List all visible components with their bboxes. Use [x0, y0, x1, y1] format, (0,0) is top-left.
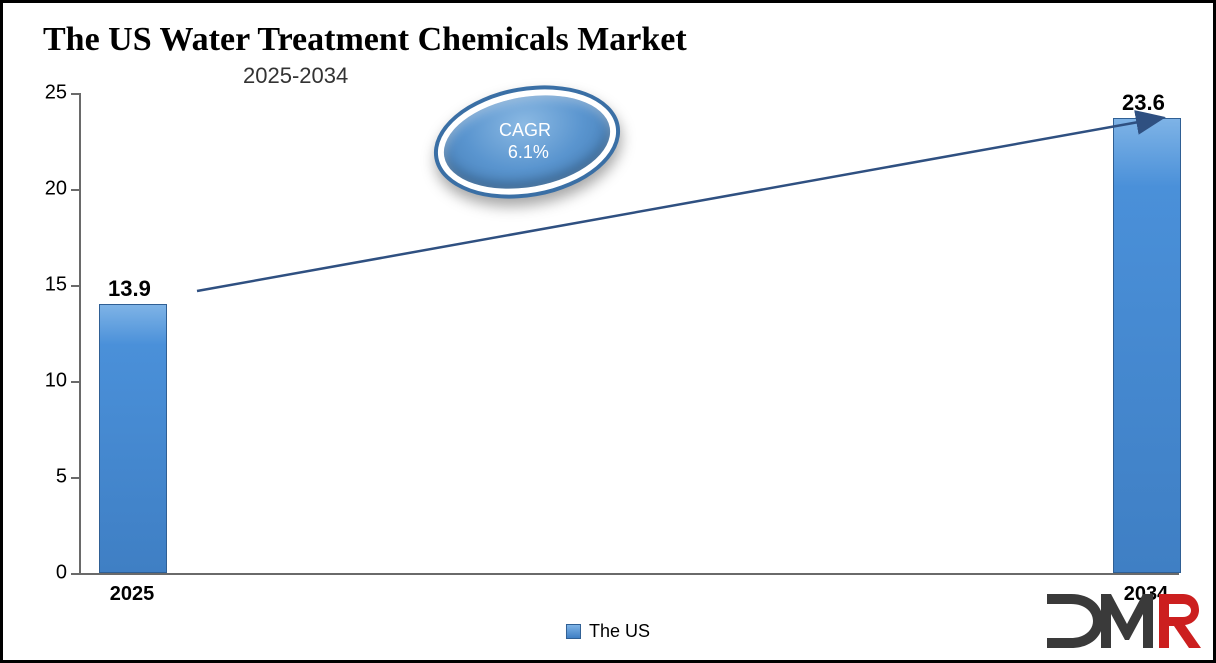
y-tick: [71, 573, 79, 575]
bar-2025: [99, 304, 167, 573]
y-axis: [79, 93, 81, 573]
legend: The US: [566, 621, 650, 642]
x-category-2025: 2025: [110, 583, 155, 606]
y-tick: [71, 477, 79, 479]
chart-title: The US Water Treatment Chemicals Market: [43, 21, 687, 59]
y-tick-label: 5: [7, 466, 67, 489]
trend-arrow: [79, 93, 1179, 573]
y-tick-label: 0: [7, 562, 67, 585]
y-tick-label: 15: [7, 274, 67, 297]
legend-swatch-icon: [566, 624, 581, 639]
y-tick: [71, 189, 79, 191]
cagr-badge: CAGR 6.1%: [433, 87, 621, 197]
y-tick: [71, 93, 79, 95]
cagr-value: 6.1%: [508, 142, 549, 164]
plot-area: 0 5 10 15 20 25 13.9 23.6 2025 2034: [79, 93, 1179, 573]
bar-value-2034: 23.6: [1122, 90, 1165, 116]
bar-value-2025: 13.9: [108, 276, 151, 302]
cagr-label: CAGR: [499, 121, 551, 143]
chart-subtitle: 2025-2034: [243, 63, 348, 89]
y-tick-label: 20: [7, 178, 67, 201]
y-tick: [71, 381, 79, 383]
legend-label: The US: [589, 621, 650, 642]
x-axis: [79, 573, 1179, 575]
y-tick-label: 25: [7, 82, 67, 105]
y-tick-label: 10: [7, 370, 67, 393]
bar-2034: [1113, 118, 1181, 573]
chart-frame: The US Water Treatment Chemicals Market …: [0, 0, 1216, 663]
dmr-logo-icon: [1041, 588, 1201, 654]
y-tick: [71, 285, 79, 287]
